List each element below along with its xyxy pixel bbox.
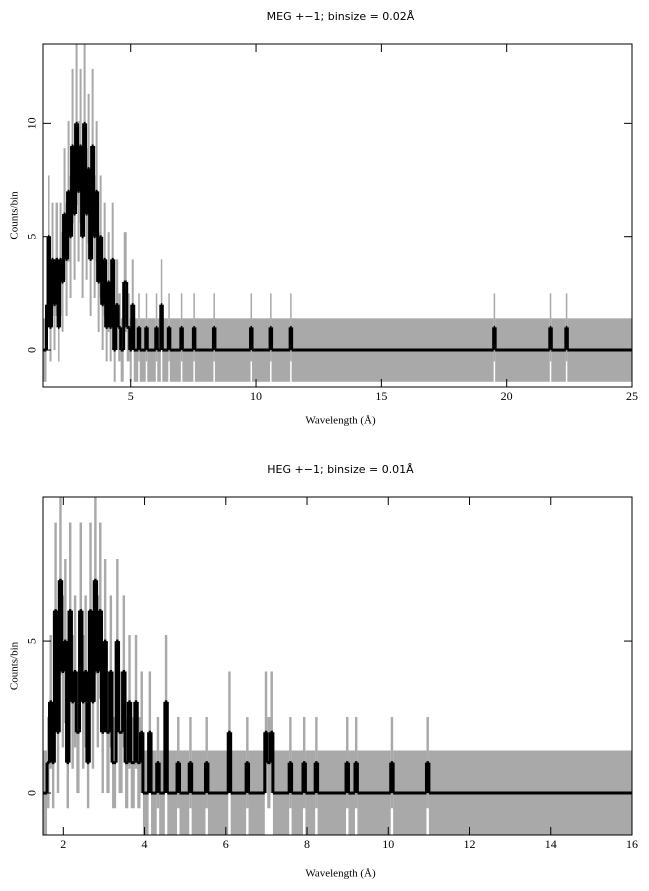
step-line xyxy=(43,121,632,352)
x-tick-label: 10 xyxy=(382,837,394,851)
x-tick-label: 6 xyxy=(223,837,229,851)
x-axis-label: Wavelength (Å) xyxy=(305,868,376,880)
y-axis-label: Counts/bin xyxy=(9,191,21,240)
y-tick-label: 0 xyxy=(25,347,39,353)
x-tick-label: 16 xyxy=(626,837,638,851)
x-tick-label: 4 xyxy=(142,837,148,851)
panel: HEG +−1; binsize = 0.01Å 2 4 6 8 10 12 14 16 0 5 Wa… xyxy=(9,463,638,880)
chart-title: MEG +−1; binsize = 0.02Å xyxy=(267,10,415,23)
plot-area xyxy=(43,497,632,835)
x-tick-label: 15 xyxy=(375,389,387,403)
x-tick-label: 25 xyxy=(626,389,638,403)
x-tick-label: 14 xyxy=(545,837,557,851)
x-tick-label: 20 xyxy=(501,389,513,403)
y-tick-label: 0 xyxy=(25,790,39,796)
y-tick-label: 10 xyxy=(25,117,39,129)
x-tick-label: 8 xyxy=(304,837,310,851)
plot-frame xyxy=(42,43,633,388)
y-tick-label: 5 xyxy=(25,234,39,240)
y-axis-label: Counts/bin xyxy=(9,641,21,690)
x-tick-label: 2 xyxy=(60,837,66,851)
plot-frame xyxy=(42,496,633,836)
x-axis-label: Wavelength (Å) xyxy=(305,415,376,427)
y-tick-label: 5 xyxy=(25,638,39,644)
x-tick-label: 10 xyxy=(250,389,262,403)
panel: MEG +−1; binsize = 0.02Å 5 10 15 20 25 0 5 10 Wav… xyxy=(9,10,638,427)
x-tick-label: 12 xyxy=(464,837,476,851)
chart-title: HEG +−1; binsize = 0.01Å xyxy=(267,463,414,476)
error-bars xyxy=(43,497,632,835)
plot-area xyxy=(43,44,632,382)
x-tick-label: 5 xyxy=(128,389,134,403)
step-line xyxy=(43,578,632,795)
